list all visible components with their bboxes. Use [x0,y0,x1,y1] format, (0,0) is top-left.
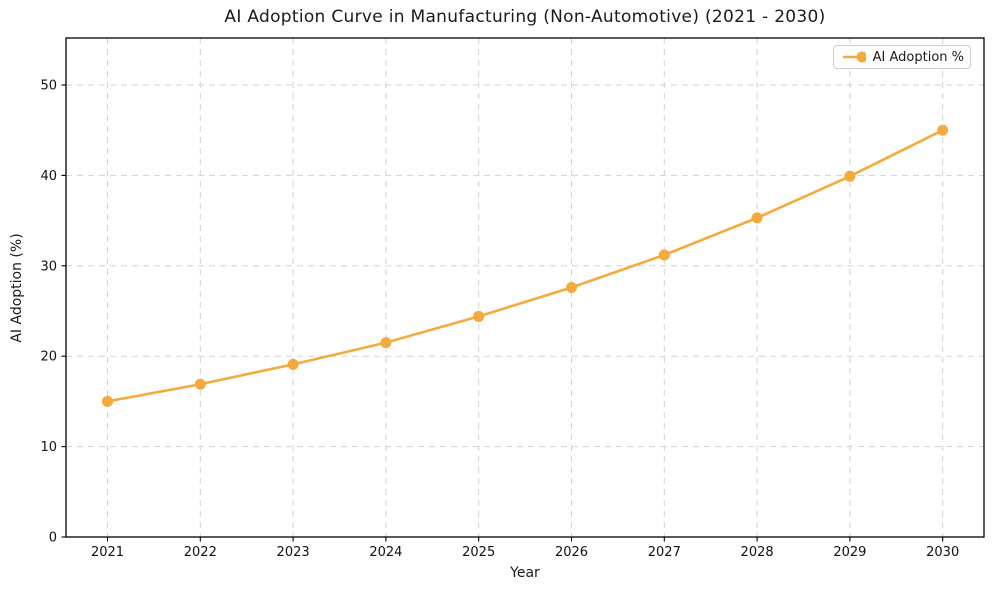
data-point-marker [287,358,299,370]
x-tick-label: 2023 [277,545,310,560]
y-tick-label: 10 [40,440,57,455]
y-tick-label: 20 [40,350,57,365]
x-axis-label: Year [510,565,540,581]
x-tick-label: 2022 [184,545,217,560]
data-point-marker [751,212,763,224]
x-tick-label: 2025 [462,545,495,560]
x-tick-label: 2028 [741,545,774,560]
legend-label: AI Adoption % [872,49,964,65]
data-point-marker [566,282,577,293]
data-point-marker [194,378,206,390]
y-axis-label: AI Adoption (%) [9,233,25,343]
legend: AI Adoption % [833,45,971,69]
data-point-marker [102,395,113,407]
y-tick-label: 50 [40,79,57,94]
x-tick-label: 2029 [833,545,866,560]
x-tick-label: 2024 [369,545,402,560]
y-tick-label: 40 [40,169,57,184]
y-tick-label: 0 [49,531,57,546]
data-point-marker [844,170,856,182]
x-tick-label: 2030 [926,545,959,560]
data-point-marker [937,124,949,136]
series-line [106,128,945,403]
legend-line-marker-icon [843,51,866,63]
axes-spines [65,37,985,538]
x-tick-label: 2027 [648,545,681,560]
chart-title: AI Adoption Curve in Manufacturing (Non-… [224,7,826,27]
data-point-marker [658,249,670,261]
data-point-marker [380,337,392,349]
y-tick-label: 30 [40,259,57,274]
data-point-marker [473,310,485,322]
x-tick-label: 2021 [91,545,124,560]
x-tick-label: 2026 [555,545,588,560]
